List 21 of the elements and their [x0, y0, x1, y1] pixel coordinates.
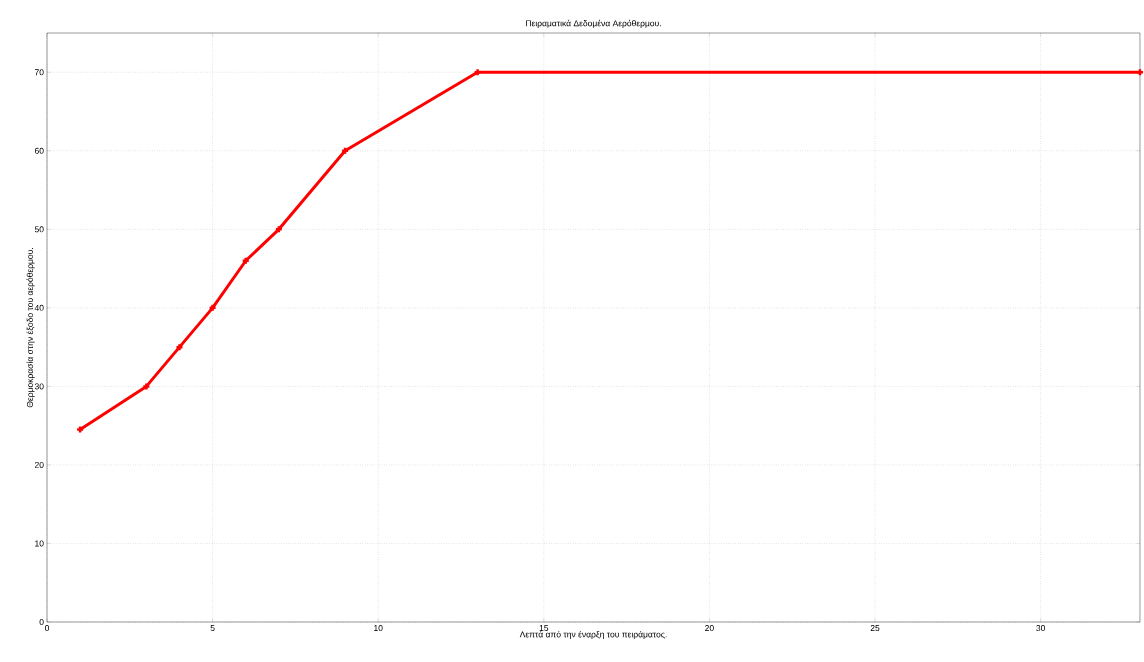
- x-tick-label: 15: [539, 625, 549, 631]
- y-tick-label: 30: [34, 383, 44, 390]
- y-tick-label: 20: [34, 461, 44, 468]
- y-axis-title: Θερμοκρασία στην έξοδο του αερόθερμου.: [26, 248, 35, 408]
- y-tick-label: 60: [34, 147, 44, 154]
- x-tick-label: 20: [705, 625, 714, 632]
- x-tick-label: 25: [870, 625, 880, 632]
- y-tick-label: 10: [35, 540, 44, 547]
- y-tick-label: 0: [39, 618, 44, 625]
- point: [473, 68, 482, 77]
- x-axis-title: Λεπτά από την έναρξη του πειράματος.: [519, 630, 667, 640]
- chart-title: Πειραματικά Δεδομένα Αερόθερμου.: [526, 19, 661, 28]
- y-tick-label: 50: [34, 226, 44, 233]
- x-tick-label: 10: [374, 625, 383, 632]
- y-tick-label: 70: [34, 69, 44, 76]
- x-tick-label: 0: [44, 625, 50, 632]
- point: [241, 256, 250, 265]
- x-tick-label: 30: [1036, 625, 1046, 632]
- point: [142, 382, 151, 391]
- x-tick-label: 5: [210, 625, 215, 631]
- y-tick-label: 40: [34, 304, 44, 311]
